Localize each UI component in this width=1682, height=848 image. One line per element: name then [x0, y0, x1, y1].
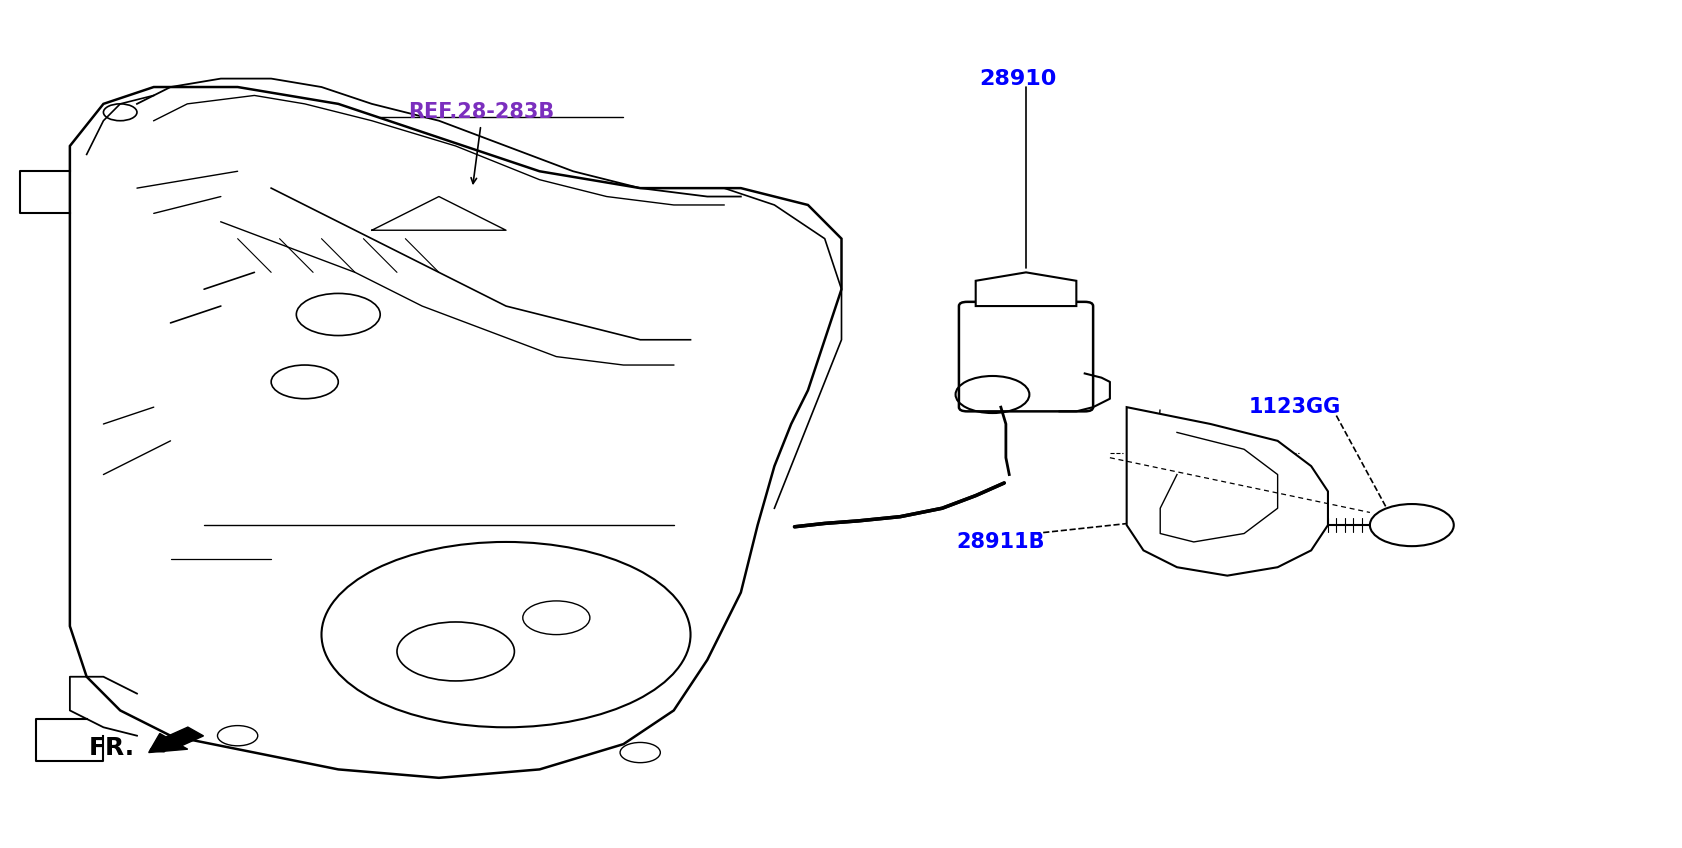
FancyBboxPatch shape: [959, 302, 1093, 411]
Polygon shape: [1125, 407, 1327, 576]
Polygon shape: [976, 272, 1076, 306]
FancyArrow shape: [148, 727, 204, 752]
Text: 28910: 28910: [979, 69, 1056, 88]
Text: REF.28-283B: REF.28-283B: [407, 103, 553, 122]
Text: 28911B: 28911B: [955, 532, 1045, 552]
Text: 1123GG: 1123GG: [1248, 397, 1341, 417]
Text: FR.: FR.: [89, 736, 135, 761]
Polygon shape: [71, 87, 841, 778]
